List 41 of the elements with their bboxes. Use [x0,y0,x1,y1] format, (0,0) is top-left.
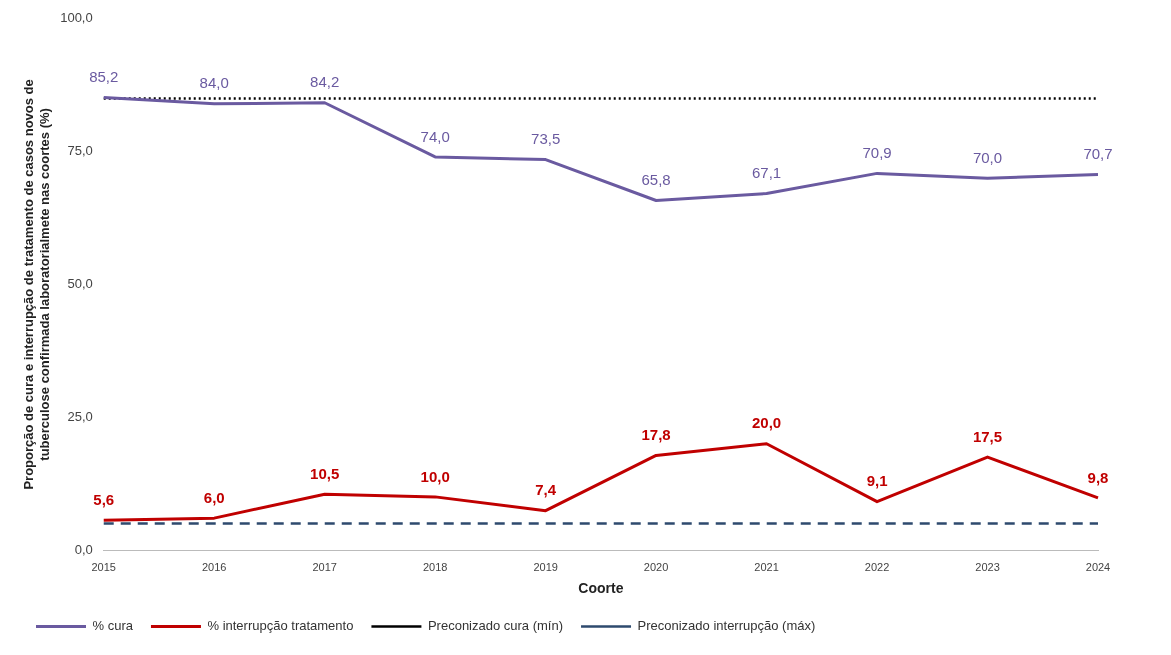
data-label: 9,1 [866,472,888,490]
data-label: 85,2 [89,68,119,86]
legend-label: % interrupção tratamento [207,618,354,634]
x-tick-label: 2015 [91,560,116,573]
y-tick-label: 50,0 [67,275,93,291]
x-tick-label: 2021 [754,560,779,573]
x-tick-label: 2022 [864,560,890,573]
y-tick-label: 100,0 [60,10,93,26]
x-tick-label: 2018 [422,560,448,573]
data-label: 7,4 [535,481,557,499]
data-label: 5,6 [93,490,115,508]
data-label: 70,7 [1083,145,1113,163]
y-tick-label: 75,0 [67,143,93,159]
y-tick-label: 25,0 [67,408,93,424]
x-tick-label: 2023 [975,560,1000,573]
legend-label: % cura [92,618,134,634]
x-tick-label: 2019 [533,560,558,573]
data-label: 6,0 [203,488,225,506]
data-label: 70,9 [862,144,892,162]
legend-label: Preconizado cura (mín) [427,618,564,634]
data-label: 74,0 [420,127,450,145]
data-label: 67,1 [751,164,782,182]
data-label: 20,0 [751,414,782,432]
data-label: 84,0 [199,74,229,92]
x-axis-title: Coorte [578,580,624,597]
data-label: 73,5 [531,130,561,148]
x-tick-label: 2017 [312,560,337,573]
data-label: 65,8 [641,171,671,189]
x-tick-label: 2020 [643,560,669,573]
x-tick-label: 2024 [1085,560,1111,573]
data-label: 10,0 [420,467,450,485]
data-label: 70,0 [972,148,1003,166]
data-label: 17,8 [641,426,671,444]
data-label: 10,5 [310,464,340,482]
y-axis-title: Proporção de cura e interrupção de tratamento de casos novos de tuberculose confirmada laboratorialmete nas coortes (%) [21,79,52,490]
data-label: 84,2 [310,73,340,91]
y-tick-label: 0,0 [74,541,93,557]
data-label: 9,8 [1087,468,1109,486]
legend-label: Preconizado interrupção (máx) [637,618,816,634]
x-tick-label: 2016 [201,560,227,573]
data-label: 17,5 [972,427,1003,445]
